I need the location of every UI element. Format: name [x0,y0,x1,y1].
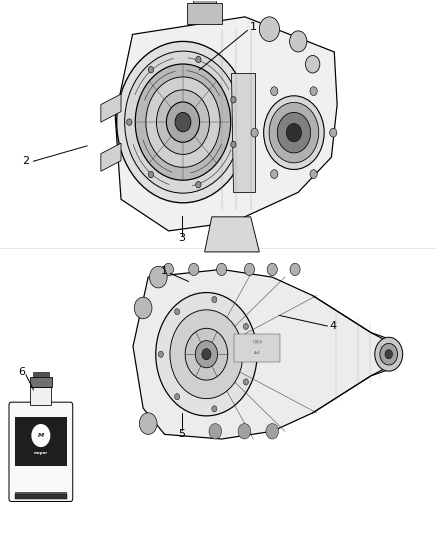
Polygon shape [115,17,337,231]
Circle shape [244,324,248,329]
Circle shape [231,96,236,103]
Circle shape [117,42,249,203]
Circle shape [134,297,152,319]
Circle shape [209,424,222,439]
Text: 3: 3 [178,233,185,244]
Circle shape [231,141,236,148]
Circle shape [149,266,167,288]
Circle shape [125,51,241,193]
Circle shape [286,124,301,142]
Circle shape [170,310,243,399]
Circle shape [267,263,277,276]
Circle shape [385,350,392,359]
Bar [15,495,67,499]
Text: 5: 5 [178,429,185,439]
Circle shape [238,424,251,439]
Circle shape [290,263,300,276]
Circle shape [185,328,228,380]
Circle shape [175,394,180,400]
Circle shape [330,128,337,137]
Circle shape [264,96,324,169]
Circle shape [196,56,201,63]
Text: 6: 6 [18,367,25,377]
Text: 4x4: 4x4 [254,351,260,354]
Circle shape [266,424,279,439]
Text: 1: 1 [161,266,168,276]
Text: ||||||||: |||||||| [252,340,262,344]
Bar [32,372,49,377]
Bar [187,3,222,24]
Circle shape [290,31,307,52]
FancyBboxPatch shape [9,402,73,502]
Circle shape [212,296,217,303]
Circle shape [158,351,163,357]
Circle shape [277,112,311,153]
Polygon shape [101,143,121,171]
Circle shape [32,424,50,447]
Text: 2: 2 [22,156,30,166]
Circle shape [244,263,254,276]
Circle shape [305,55,320,73]
Polygon shape [205,217,259,252]
Bar [15,492,67,495]
Circle shape [310,169,317,179]
Circle shape [269,102,319,163]
Polygon shape [230,73,255,192]
Circle shape [156,90,209,155]
Circle shape [163,263,173,276]
Text: 1: 1 [250,22,257,33]
Polygon shape [133,269,389,439]
Text: 4: 4 [330,321,337,331]
Circle shape [212,406,217,412]
Circle shape [195,341,218,368]
Circle shape [244,379,248,385]
Bar [234,334,280,362]
Circle shape [146,77,220,167]
Circle shape [271,87,278,95]
Bar [31,387,51,405]
Circle shape [196,181,201,188]
Text: M: M [38,433,44,438]
Bar [30,377,52,387]
Circle shape [139,413,157,434]
Circle shape [380,343,398,365]
Circle shape [271,169,278,179]
Circle shape [189,263,199,276]
Circle shape [216,263,227,276]
Circle shape [175,309,180,315]
Circle shape [310,87,317,95]
Bar [193,0,216,3]
Circle shape [127,119,132,125]
Circle shape [148,171,154,177]
Circle shape [251,128,258,137]
Circle shape [166,102,200,142]
Circle shape [156,293,257,416]
Circle shape [259,17,279,42]
Text: mopar: mopar [34,450,48,455]
Polygon shape [101,94,121,122]
Circle shape [135,64,231,180]
Circle shape [202,349,211,360]
Circle shape [148,67,154,73]
Bar [15,417,67,466]
Circle shape [175,112,191,132]
Circle shape [375,337,403,371]
